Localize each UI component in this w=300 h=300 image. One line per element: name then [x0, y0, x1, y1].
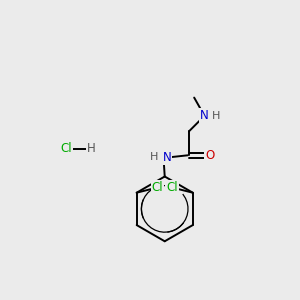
- Text: N: N: [200, 109, 209, 122]
- Text: H: H: [212, 111, 220, 122]
- Text: Cl: Cl: [166, 181, 178, 194]
- Text: O: O: [205, 149, 214, 162]
- Text: Cl: Cl: [60, 142, 72, 155]
- Text: H: H: [87, 142, 96, 155]
- Text: Cl: Cl: [152, 181, 163, 194]
- Text: N: N: [162, 151, 171, 164]
- Text: H: H: [150, 152, 158, 162]
